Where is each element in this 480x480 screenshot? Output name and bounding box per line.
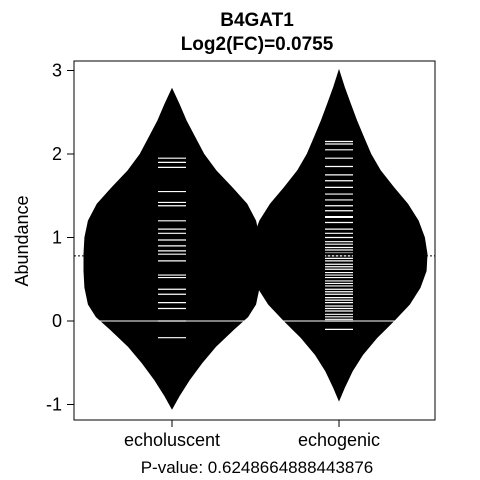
y-tick-label: -1 [46,395,62,415]
chart-title: B4GAT1 [220,10,294,31]
plot-frame [73,60,436,421]
y-tick-label: 1 [52,228,62,248]
y-axis-title: Abundance [12,195,32,286]
y-tick-label: 3 [52,61,62,81]
bean-echoluscent [83,87,261,410]
x-axis: echoluscent echogenic [124,420,380,450]
chart-subtitle: Log2(FC)=0.0755 [181,34,334,55]
x-category-label: echoluscent [124,430,220,450]
y-tick-label: 0 [52,311,62,331]
x-axis-title: P-value: 0.6248664888443876 [141,458,374,477]
bean-echogenic [250,68,428,402]
bean-layer [83,68,428,410]
y-tick-label: 2 [52,144,62,164]
x-category-label: echogenic [298,430,380,450]
overlay-layer [74,250,435,322]
y-axis: -1 0 1 2 3 [46,61,74,415]
